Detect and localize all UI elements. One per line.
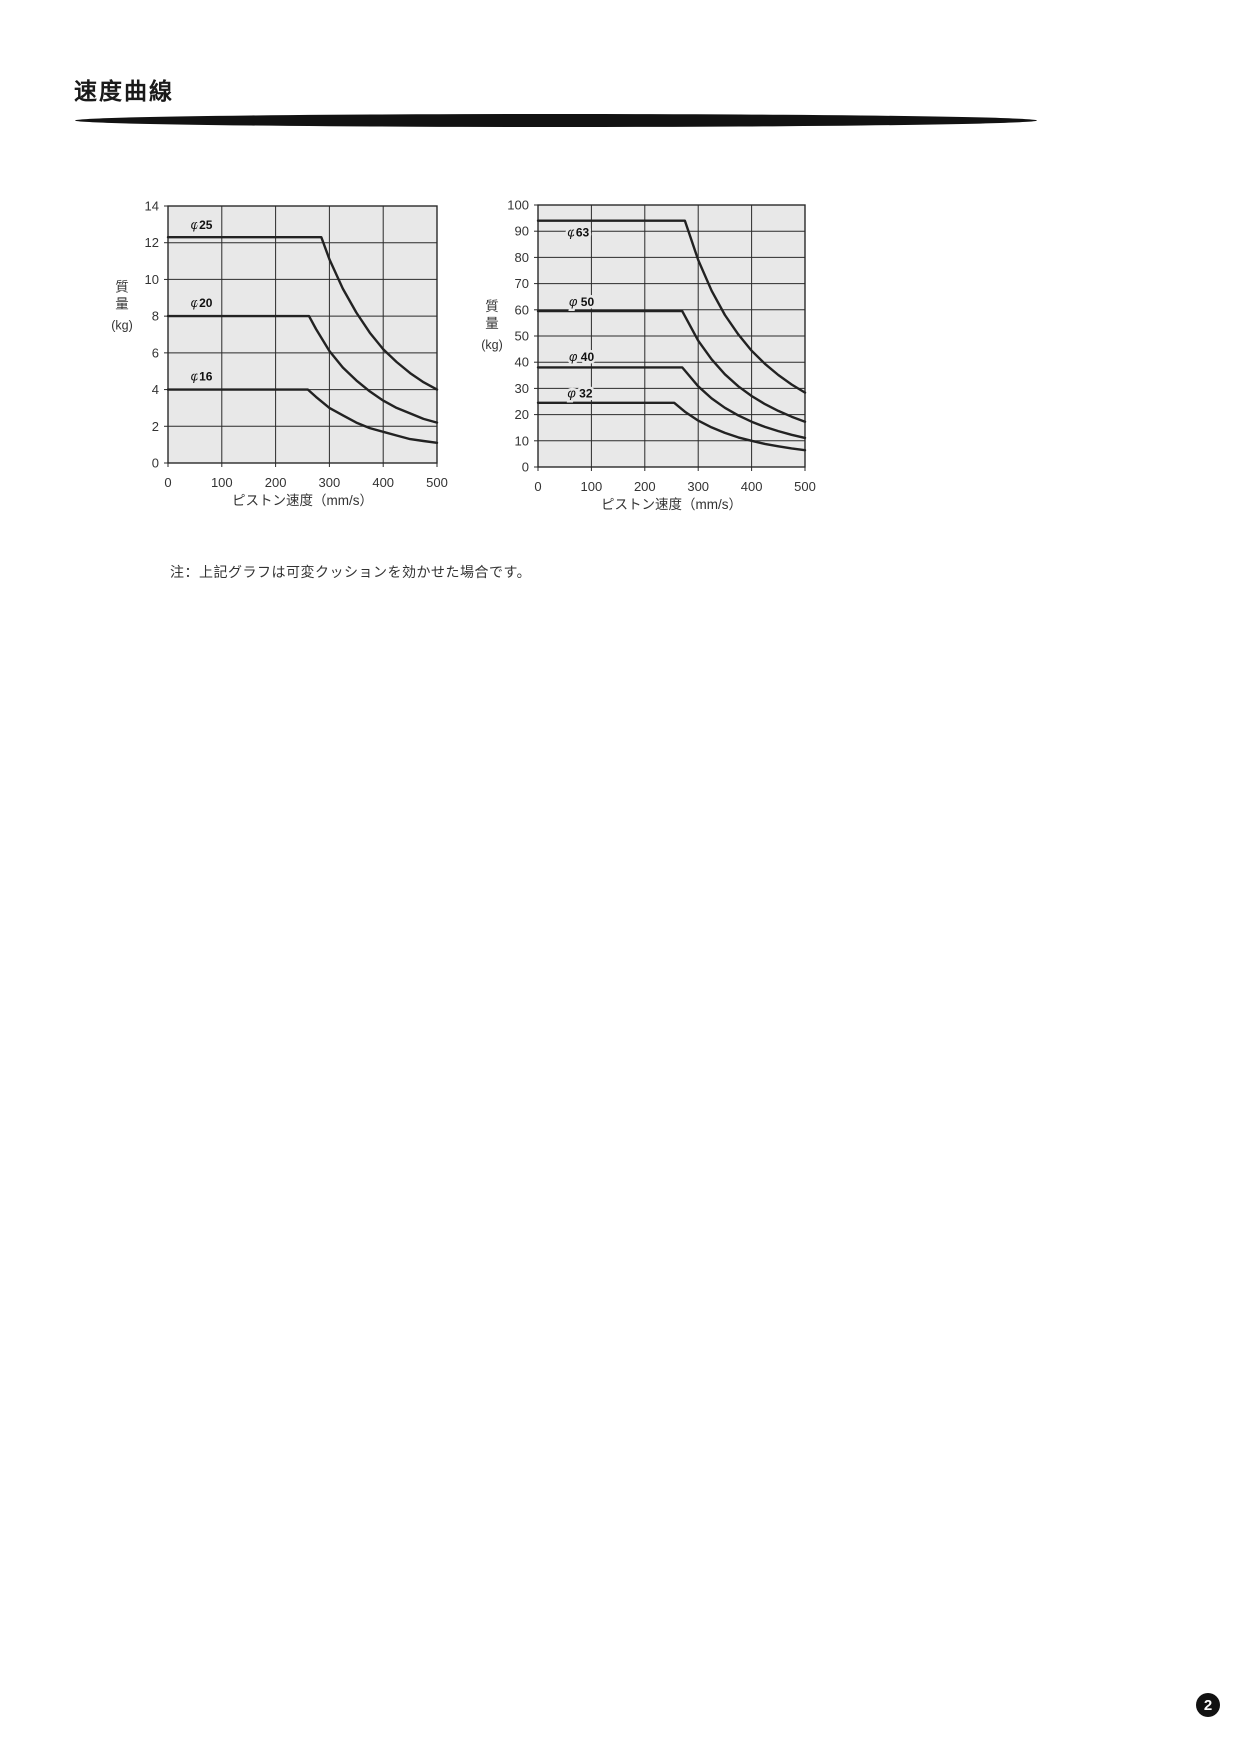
svg-text:10: 10 [145,272,159,287]
svg-text:400: 400 [741,479,763,494]
svg-text:6: 6 [152,345,159,360]
svg-text:(kg): (kg) [481,338,503,352]
svg-text:400: 400 [372,475,394,490]
svg-text:φ16: φ16 [191,368,213,383]
svg-text:質: 質 [115,280,129,295]
page-number: 2 [1203,1696,1213,1714]
svg-text:(kg): (kg) [111,319,133,333]
svg-text:φ 50: φ 50 [569,294,594,309]
svg-text:10: 10 [515,433,529,448]
svg-text:300: 300 [687,479,709,494]
svg-text:300: 300 [319,475,341,490]
svg-text:φ63: φ63 [567,224,589,239]
svg-text:0: 0 [522,460,529,475]
svg-text:ピストン速度（mm/s）: ピストン速度（mm/s） [601,497,742,512]
svg-text:60: 60 [515,302,529,317]
title-underline-swoosh [75,114,1037,127]
svg-text:0: 0 [152,456,159,471]
svg-text:50: 50 [515,329,529,344]
svg-text:φ20: φ20 [191,295,213,310]
svg-text:40: 40 [515,355,529,370]
page-number-badge: 2 [1196,1693,1220,1717]
svg-text:90: 90 [515,224,529,239]
speed-curve-chart-large-bore: 0 100 200 300 400 500 0 10 20 30 40 50 60 70 80 90 100 φ6… [481,198,816,513]
svg-text:200: 200 [634,479,656,494]
svg-text:量: 量 [115,297,129,312]
svg-text:8: 8 [152,309,159,324]
svg-text:70: 70 [515,276,529,291]
svg-text:φ25: φ25 [191,217,213,232]
svg-text:2: 2 [152,419,159,434]
svg-text:0: 0 [164,475,171,490]
svg-text:ピストン速度（mm/s）: ピストン速度（mm/s） [232,493,373,508]
svg-text:500: 500 [426,475,448,490]
page-title: 速度曲線 [74,78,174,104]
note-text: 注：上記グラフは可変クッションを効かせた場合です。 [170,564,532,580]
svg-text:4: 4 [152,382,159,397]
svg-text:φ 32: φ 32 [567,386,592,401]
svg-text:500: 500 [794,479,816,494]
svg-text:量: 量 [485,316,499,331]
svg-text:質: 質 [485,299,499,314]
svg-text:20: 20 [515,407,529,422]
svg-text:100: 100 [211,475,233,490]
svg-text:0: 0 [534,479,541,494]
svg-text:30: 30 [515,381,529,396]
speed-curve-chart-small-bore: 0 100 200 300 400 500 0 2 4 6 8 10 12 14 φ25 φ20 φ16 ピストン… [111,199,448,509]
svg-text:φ 40: φ 40 [569,349,594,364]
svg-text:100: 100 [581,479,603,494]
svg-text:12: 12 [145,235,159,250]
svg-text:200: 200 [265,475,287,490]
svg-text:14: 14 [145,199,159,214]
svg-text:100: 100 [507,198,529,213]
svg-text:80: 80 [515,250,529,265]
